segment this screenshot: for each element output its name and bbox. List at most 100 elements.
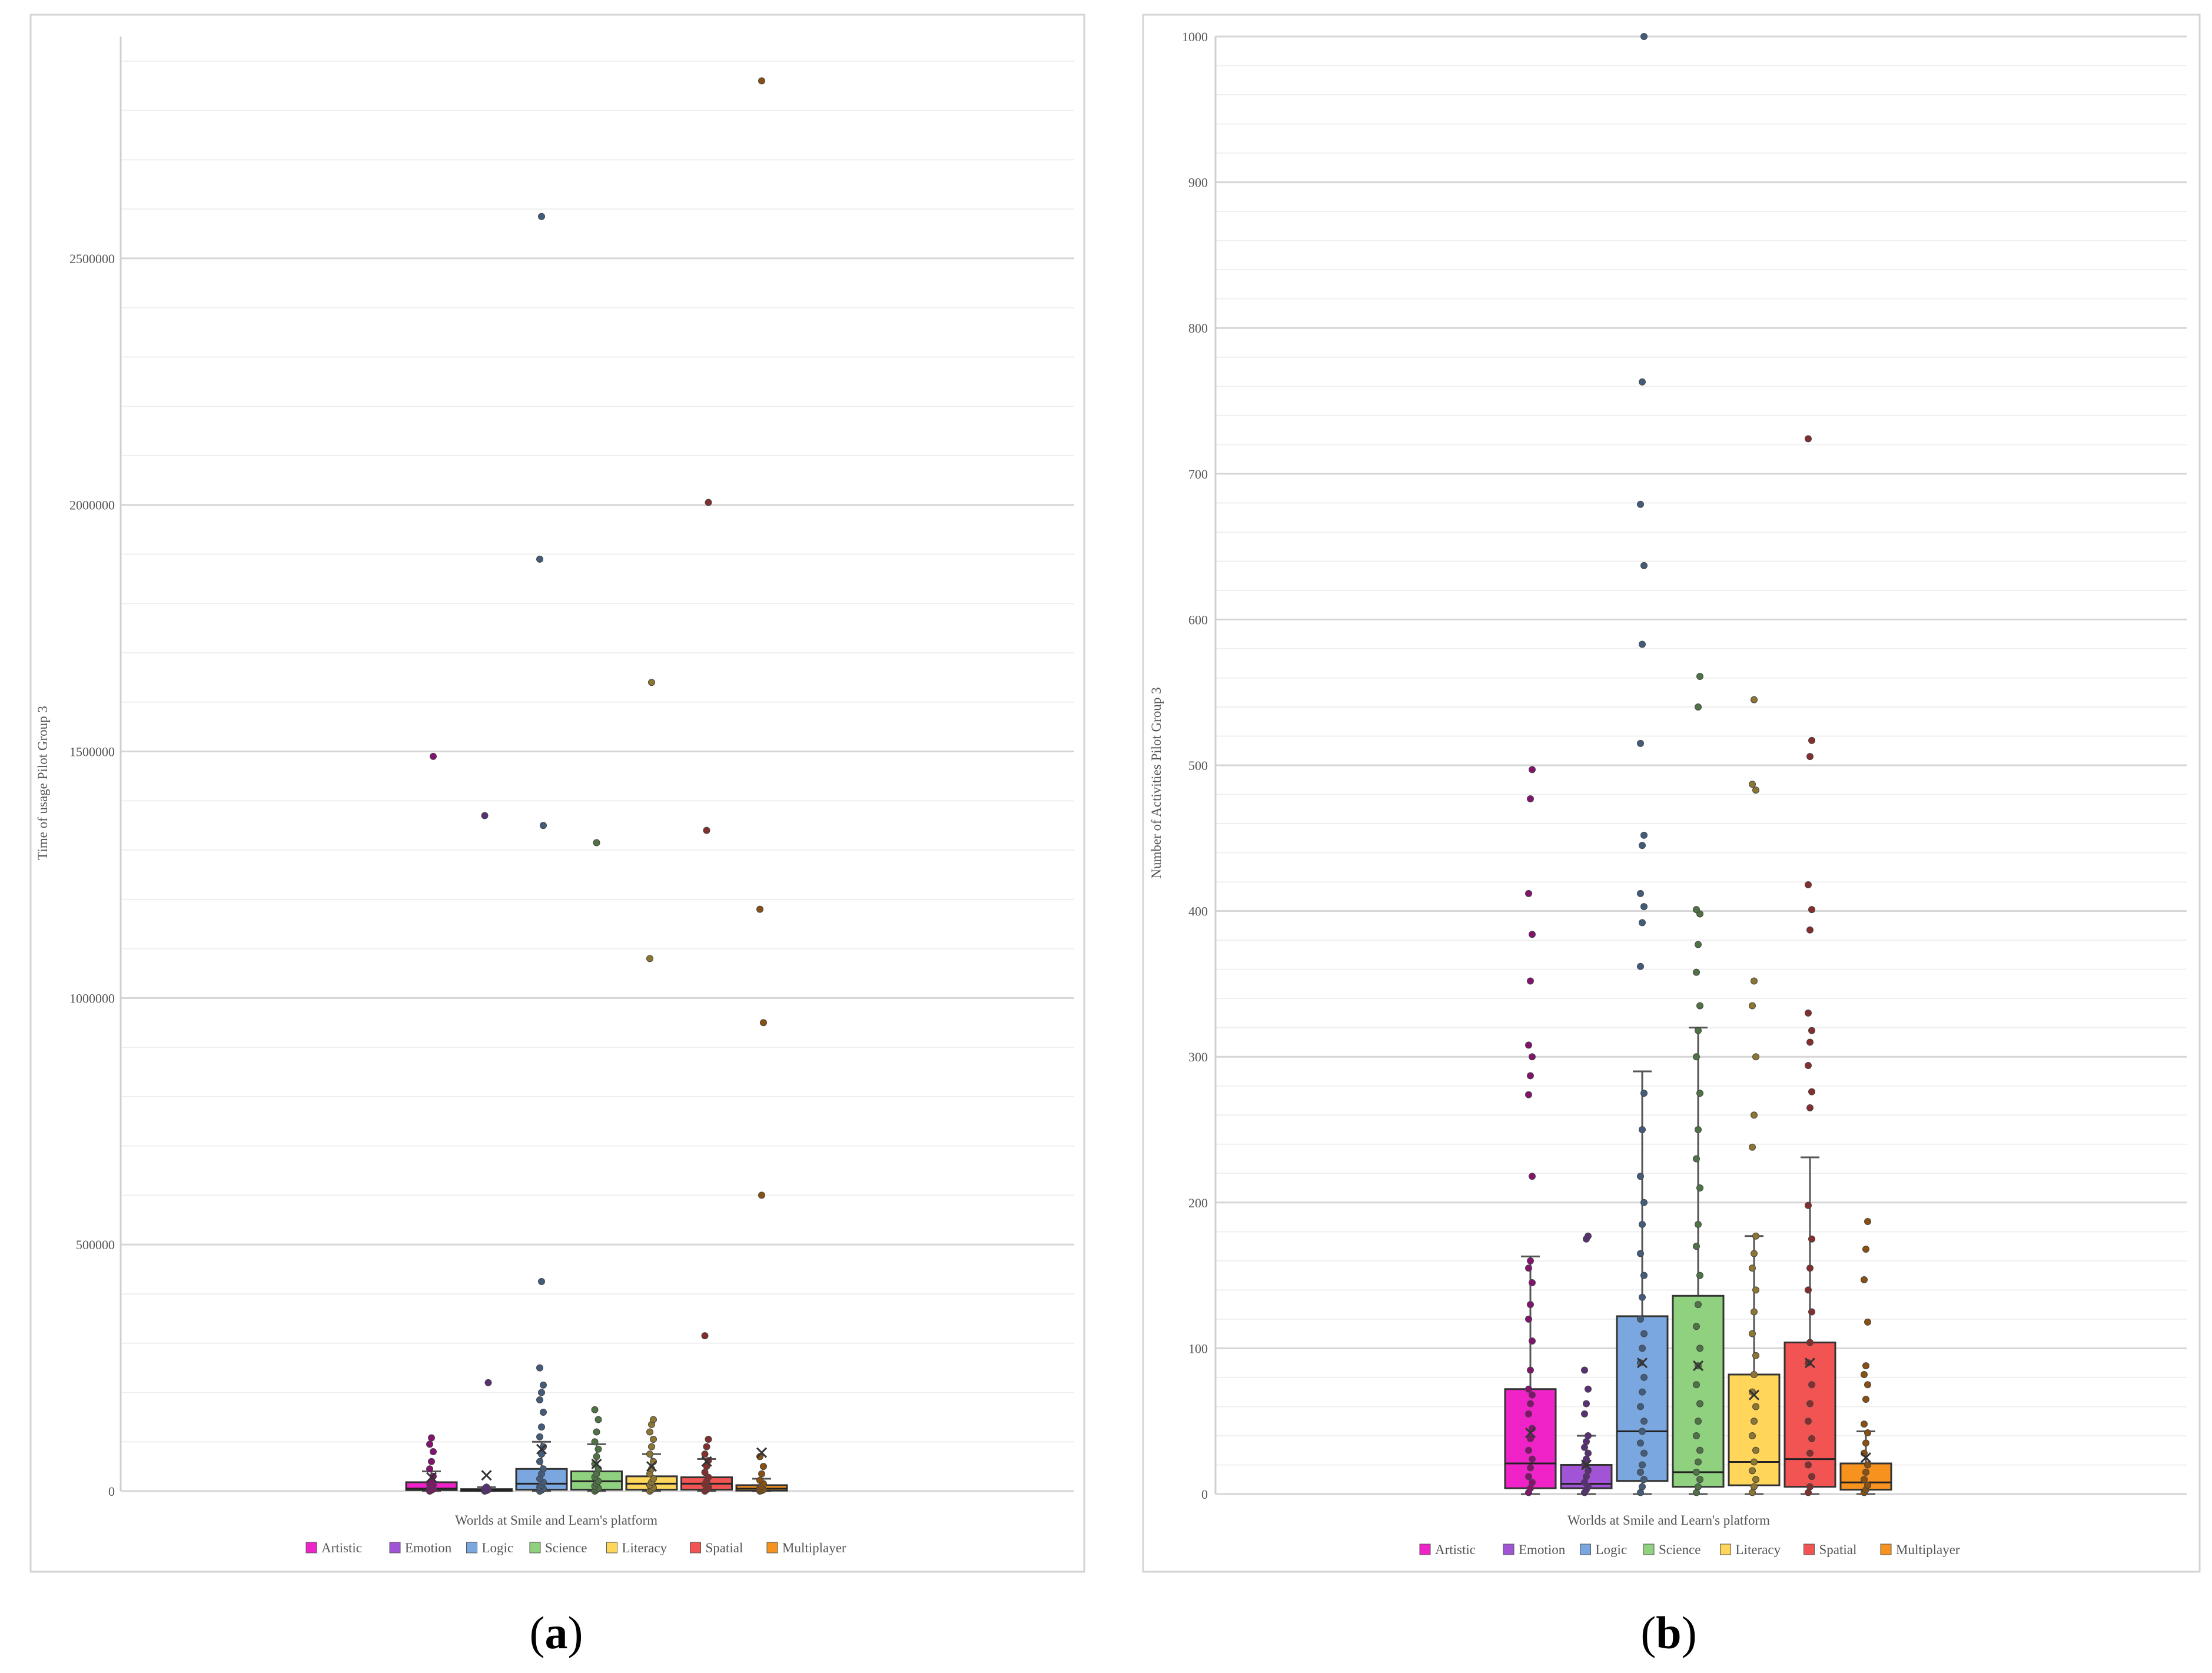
data-point (1640, 1330, 1648, 1337)
data-point (1805, 1418, 1812, 1425)
data-point (593, 1428, 600, 1436)
data-point (1696, 1090, 1703, 1097)
panel-b-frame (1142, 14, 2201, 1573)
data-point (1529, 1455, 1536, 1463)
data-point (1525, 1385, 1532, 1393)
data-point (1525, 1315, 1532, 1323)
data-point (484, 1379, 492, 1386)
data-point (1806, 1104, 1814, 1111)
legend-swatch (1503, 1543, 1514, 1555)
data-point (1585, 1449, 1592, 1457)
data-point (1639, 1293, 1646, 1301)
data-point (1808, 736, 1815, 744)
data-point (538, 1278, 545, 1286)
legend-swatch (1720, 1543, 1731, 1555)
legend-item-multiplayer: Multiplayer (1880, 1542, 1960, 1557)
data-point (1693, 1468, 1700, 1476)
panel-b-chart: 0 100 200 300 400 500 600 700 800 900 1000 Number … (1142, 14, 2201, 1573)
data-point (591, 1438, 599, 1446)
legend-label: Emotion (1519, 1542, 1566, 1557)
data-point (1525, 1041, 1532, 1049)
data-point (1805, 1359, 1812, 1367)
data-point (758, 1191, 765, 1199)
data-point (1861, 1370, 1868, 1378)
data-point (1640, 831, 1648, 839)
data-point (1862, 1362, 1869, 1370)
data-point (1637, 500, 1644, 508)
box-literacy (625, 679, 678, 1495)
legend-label: Artistic (1435, 1542, 1476, 1557)
legend-label: Multiplayer (1896, 1542, 1960, 1557)
data-point (1585, 1232, 1592, 1240)
data-point (1752, 1403, 1759, 1410)
data-point (1696, 1400, 1703, 1408)
mean-marker (701, 1456, 712, 1467)
legend-label: Science (1659, 1542, 1701, 1557)
data-point (1805, 881, 1812, 889)
y-tick-label: 800 (1188, 321, 1208, 336)
mean-marker (756, 1447, 768, 1458)
data-point (1637, 1250, 1644, 1257)
legend-item-literacy: Literacy (606, 1541, 667, 1555)
y-tick-label: 100 (1188, 1341, 1208, 1356)
legend-swatch (1804, 1543, 1815, 1555)
data-point (1808, 1088, 1815, 1096)
data-point (1864, 1429, 1871, 1437)
data-point (1808, 1381, 1815, 1389)
data-point (1639, 919, 1646, 927)
data-point (1527, 1257, 1534, 1264)
mean-marker (536, 1443, 547, 1455)
panel-a-frame (29, 14, 1085, 1573)
data-point (1696, 1002, 1703, 1010)
data-point (430, 752, 437, 760)
legend-swatch (690, 1542, 701, 1554)
box-artistic (1504, 766, 1557, 1496)
data-point (1639, 1126, 1646, 1133)
data-point (1581, 1366, 1588, 1374)
data-point (1637, 962, 1644, 970)
legend-label: Spatial (1819, 1542, 1857, 1557)
data-point (1806, 1339, 1814, 1346)
data-point (1585, 1432, 1592, 1439)
data-point (1805, 1201, 1812, 1209)
data-point (1527, 1301, 1534, 1309)
data-point (1637, 739, 1644, 747)
data-point (1693, 1155, 1700, 1163)
panel-b-y-axis-label: Number of Activities Pilot Group 3 (1149, 687, 1164, 878)
legend-label: Multiplayer (782, 1541, 846, 1555)
legend-item-science: Science (529, 1541, 587, 1555)
data-point (1805, 1461, 1812, 1469)
data-point (1581, 1410, 1588, 1418)
legend-label: Literacy (622, 1541, 667, 1555)
data-point (756, 1476, 763, 1484)
panel-b-caption: (b) (1640, 1607, 1696, 1658)
box-spatial (680, 499, 733, 1495)
data-point (1525, 1473, 1532, 1481)
data-point (703, 826, 710, 834)
data-point (540, 1465, 547, 1473)
box-body (1672, 1294, 1725, 1488)
data-point (540, 1381, 547, 1389)
y-tick-label: 400 (1188, 904, 1208, 919)
data-point (1529, 1053, 1536, 1061)
data-point (1527, 1072, 1534, 1080)
mean-marker (1636, 1357, 1648, 1369)
data-point (1752, 1476, 1759, 1483)
data-point (1637, 1439, 1644, 1447)
y-tick-label: 500000 (76, 1237, 115, 1252)
data-point (1527, 1366, 1534, 1374)
data-point (648, 1443, 655, 1450)
data-point (1805, 1286, 1812, 1294)
data-point (1806, 753, 1814, 761)
data-point (1640, 562, 1648, 569)
data-point (758, 77, 765, 85)
legend-swatch (1580, 1543, 1591, 1555)
data-point (701, 1450, 709, 1458)
data-point (1529, 1279, 1536, 1286)
data-point (536, 1364, 543, 1372)
data-point (1861, 1476, 1868, 1483)
legend-item-science: Science (1643, 1542, 1701, 1557)
legend-swatch (1419, 1543, 1431, 1555)
data-point (646, 1450, 653, 1458)
data-point (536, 1396, 543, 1404)
